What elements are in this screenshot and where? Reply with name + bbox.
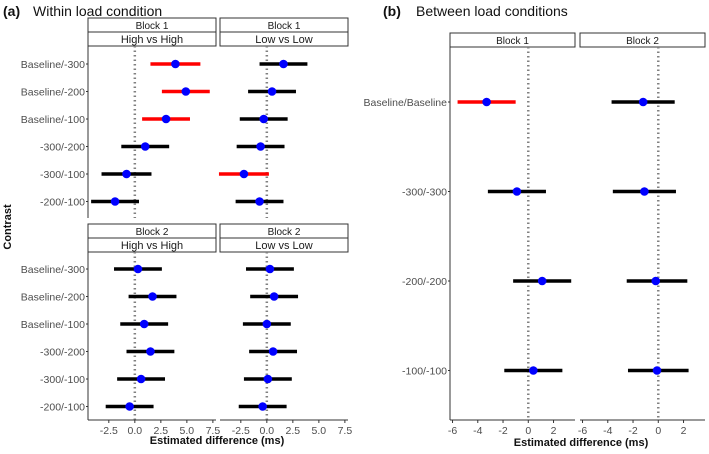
panel-a-label: (a) bbox=[3, 3, 20, 19]
x-tick-label: -2.5 bbox=[232, 425, 250, 437]
strip-top-label: Block 1 bbox=[136, 21, 169, 32]
x-tick-label: 0 bbox=[655, 425, 661, 437]
estimate-point bbox=[139, 319, 149, 329]
panel-b-label: (b) bbox=[383, 3, 401, 19]
y-tick-label: Baseline/Baseline bbox=[364, 97, 448, 109]
y-tick-label: Baseline/-300 bbox=[21, 59, 85, 71]
strip-bottom-label: High vs High bbox=[121, 34, 183, 46]
estimate-point bbox=[269, 292, 279, 301]
x-tick-label: 2.5 bbox=[154, 425, 169, 437]
estimate-point bbox=[136, 374, 146, 384]
facet-a_b2_ll: Block 2 Low vs Low -2.5 0.0 2.5 5.0 7.5 bbox=[219, 223, 353, 437]
estimate-point bbox=[268, 347, 278, 356]
strip-bottom-label: Low vs Low bbox=[255, 34, 313, 46]
estimate-point bbox=[263, 374, 273, 384]
panel-b-x-axis-title: Estimated difference (ms) bbox=[514, 437, 649, 449]
estimate-point bbox=[256, 142, 265, 151]
x-tick-label: 5.0 bbox=[180, 425, 195, 437]
strip-top-label: Block 2 bbox=[268, 227, 301, 238]
x-tick-label: 0.0 bbox=[260, 425, 275, 437]
x-tick-label: 0.0 bbox=[128, 425, 143, 437]
estimate-point bbox=[537, 276, 547, 286]
panel-a-x-axis-title: Estimated difference (ms) bbox=[150, 435, 285, 447]
facet-a_b2_hh: Block 2 High vs High Baseline/-300 Baseline… bbox=[21, 223, 221, 437]
x-tick-label: -6 bbox=[448, 425, 457, 437]
x-tick-label: 7.5 bbox=[338, 425, 353, 437]
estimate-point bbox=[122, 169, 131, 179]
strip-bottom-label: Low vs Low bbox=[255, 240, 313, 252]
x-tick-label: 2 bbox=[681, 425, 687, 437]
y-tick-label: Baseline/-100 bbox=[21, 114, 85, 126]
x-tick-label: -4 bbox=[603, 425, 612, 437]
strip-bottom-box bbox=[219, 31, 349, 47]
strip-bottom-box bbox=[219, 237, 349, 253]
y-tick-label: Baseline/-300 bbox=[21, 264, 85, 276]
estimate-point bbox=[181, 87, 191, 96]
panel-a-y-axis-title: Contrast bbox=[2, 204, 14, 250]
x-tick-label: 2 bbox=[551, 425, 557, 437]
estimate-point bbox=[140, 142, 150, 151]
estimate-point bbox=[640, 187, 649, 196]
x-tick-label: -2.5 bbox=[100, 425, 118, 437]
y-tick-label: Baseline/-200 bbox=[21, 87, 85, 99]
strip-top-box bbox=[579, 32, 706, 48]
panel-a-title: Within load condition bbox=[33, 3, 162, 19]
estimate-point bbox=[512, 187, 522, 196]
strip-bottom-box bbox=[87, 31, 217, 47]
x-tick-label: -4 bbox=[473, 425, 482, 437]
x-tick-label: 0 bbox=[525, 425, 531, 437]
facet-b_b1: Block 1 Baseline/Baseline -300/-300 -200/-2… bbox=[364, 32, 576, 437]
x-tick-label: 5.0 bbox=[312, 425, 327, 437]
x-tick-label: 2.5 bbox=[286, 425, 301, 437]
estimate-point bbox=[651, 276, 661, 286]
strip-top-label: Block 1 bbox=[268, 21, 301, 32]
estimate-point bbox=[255, 197, 264, 206]
y-tick-label: -300/-300 bbox=[402, 187, 447, 199]
estimate-point bbox=[239, 169, 249, 179]
estimate-point bbox=[267, 87, 277, 96]
estimate-point bbox=[259, 114, 269, 124]
estimate-point bbox=[529, 366, 538, 375]
strip-top-label: Block 1 bbox=[496, 36, 529, 47]
estimate-point bbox=[133, 264, 143, 274]
estimate-point bbox=[148, 292, 157, 301]
facet-b_b2: Block 2 -6 -4 -2 0 2 bbox=[578, 32, 706, 437]
estimate-point bbox=[146, 347, 155, 356]
strip-top-box bbox=[449, 32, 576, 48]
estimate-point bbox=[171, 59, 180, 69]
facet-a_b1_hh: Block 1 High vs High Baseline/-300 Baseline… bbox=[21, 17, 217, 218]
y-tick-label: -300/-200 bbox=[40, 142, 85, 154]
estimate-point bbox=[638, 97, 648, 107]
y-tick-label: -300/-100 bbox=[40, 374, 85, 386]
y-tick-label: -300/-100 bbox=[40, 169, 85, 181]
strip-top-label: Block 2 bbox=[136, 227, 169, 238]
y-tick-label: -200/-200 bbox=[402, 276, 447, 288]
estimate-point bbox=[262, 319, 272, 329]
estimate-point bbox=[125, 402, 134, 411]
y-tick-label: Baseline/-100 bbox=[21, 319, 85, 331]
estimate-point bbox=[110, 197, 120, 206]
panel-b-title: Between load conditions bbox=[416, 3, 568, 19]
x-tick-label: -6 bbox=[578, 425, 587, 437]
estimate-point bbox=[279, 59, 288, 69]
estimate-point bbox=[258, 402, 267, 411]
x-tick-label: -2 bbox=[498, 425, 507, 437]
x-tick-label: 7.5 bbox=[206, 425, 221, 437]
estimate-point bbox=[652, 366, 662, 375]
y-tick-label: -300/-200 bbox=[40, 347, 85, 359]
y-tick-label: -200/-100 bbox=[40, 197, 85, 209]
facet-a_b1_ll: Block 1 Low vs Low bbox=[218, 17, 349, 218]
y-tick-label: -200/-100 bbox=[40, 402, 85, 414]
x-tick-label: -2 bbox=[628, 425, 637, 437]
y-tick-label: -100/-100 bbox=[402, 366, 447, 378]
estimate-point bbox=[161, 114, 171, 124]
estimate-point bbox=[265, 264, 275, 274]
estimate-point bbox=[482, 97, 491, 107]
y-tick-label: Baseline/-200 bbox=[21, 292, 85, 304]
strip-top-label: Block 2 bbox=[626, 36, 659, 47]
strip-bottom-box bbox=[87, 237, 217, 253]
strip-bottom-label: High vs High bbox=[121, 240, 183, 252]
